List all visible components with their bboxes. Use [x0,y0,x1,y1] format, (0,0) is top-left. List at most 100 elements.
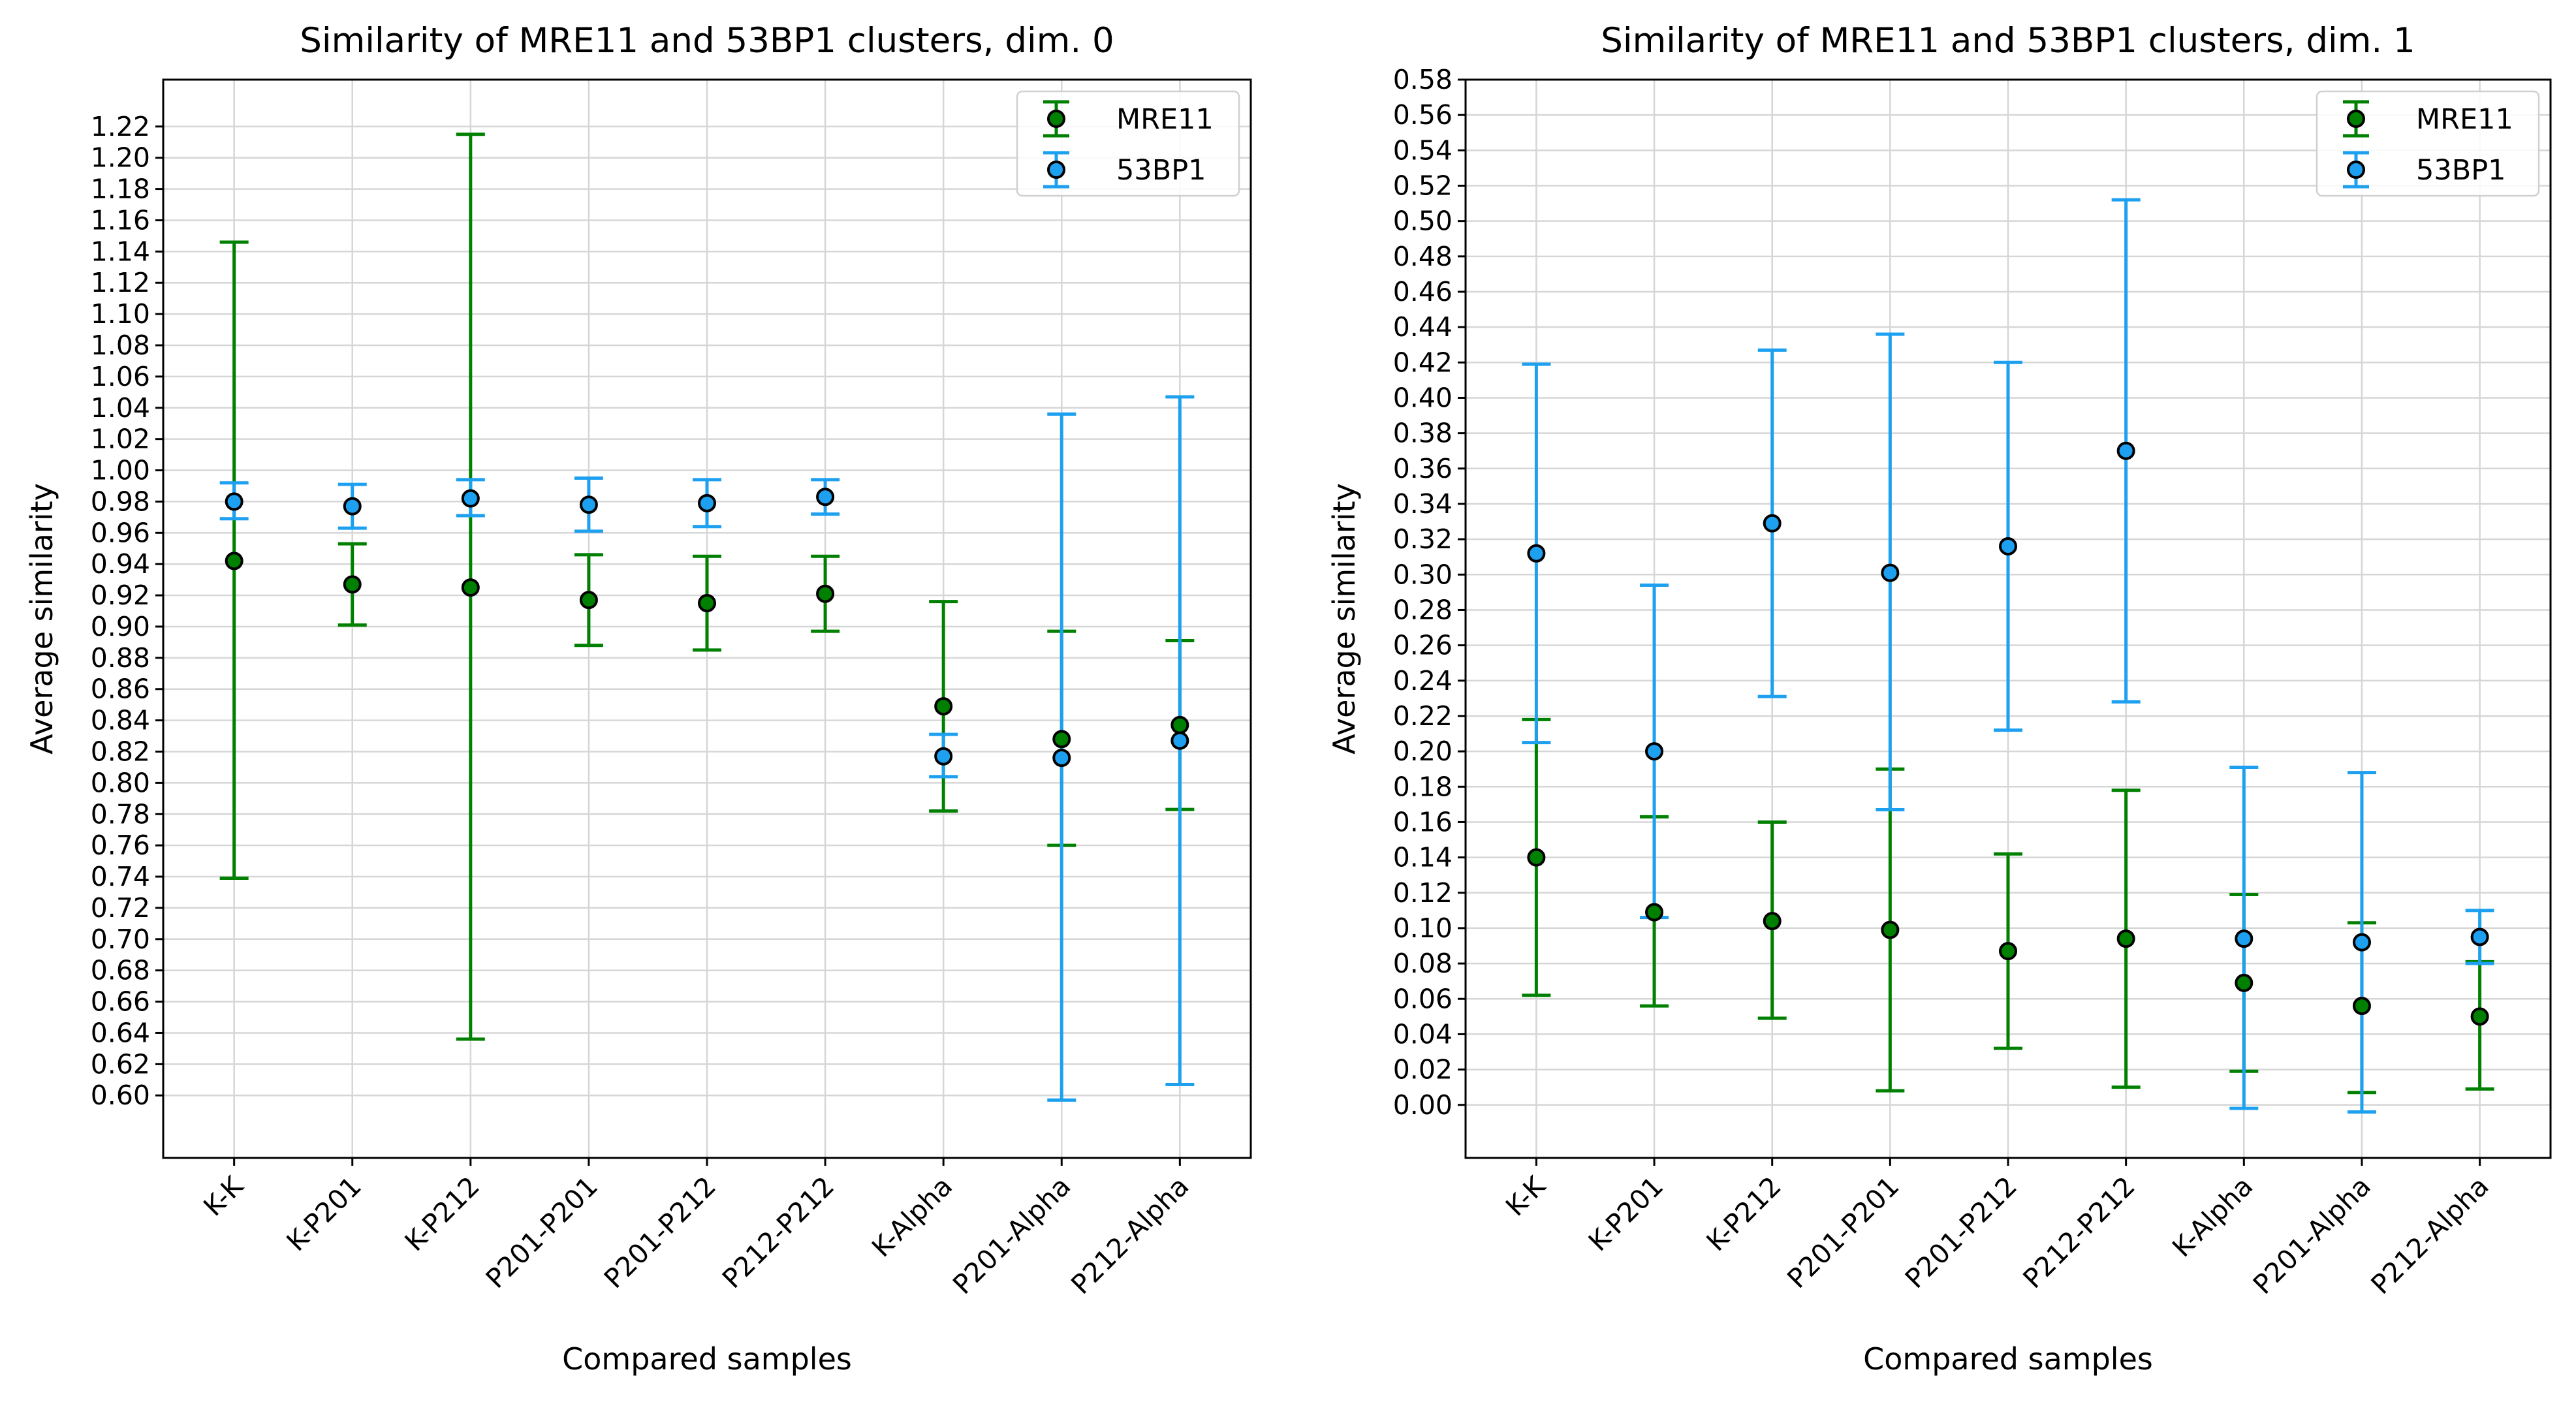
x-tick-label: K-P201 [1582,1170,1669,1257]
legend-box [1016,90,1240,197]
y-tick-label: 0.56 [1393,99,1453,131]
bp53-point [1881,563,1900,582]
chart-panel-1: 0.00 0.02 0.04 0.06 0.08 0.10 0.12 0.14 0.16 0.18… [1327,21,2552,1377]
mre11-point [1763,912,1782,931]
y-tick-label: 0.52 [1393,170,1453,201]
y-tick-label: 0.78 [91,798,150,830]
mre11-point [1645,903,1664,922]
y-tick-label: 0.96 [91,517,150,548]
y-tick-label: 0.20 [1393,736,1453,767]
mre11-point [2116,929,2135,948]
y-tick-label: 1.10 [91,298,150,330]
mre11-point [343,575,362,594]
y-tick-label: 0.12 [1393,877,1453,909]
x-tick-label: P201-P201 [480,1170,604,1294]
y-tick-label: 0.24 [1393,665,1453,696]
y-tick-label: 1.14 [91,236,150,267]
bp53-point [2235,929,2254,948]
y-tick-label: 0.00 [1393,1089,1453,1121]
y-tick-label: 0.42 [1393,347,1453,378]
y-tick-label: 0.94 [91,548,150,580]
y-axis-label: Average similarity [24,483,59,755]
y-tick-label: 0.76 [91,830,150,861]
mre11-point [1052,730,1071,749]
y-tick-label: 0.14 [1393,842,1453,873]
y-tick-label: 0.68 [91,955,150,986]
x-tick-label: K-K [1500,1170,1552,1222]
legend-marker-point [1047,110,1065,128]
y-tick-label: 0.22 [1393,700,1453,732]
legend-label-mre11: MRE11 [1116,103,1214,136]
bp53-point [1763,514,1782,533]
chart-title: Similarity of MRE11 and 53BP1 clusters, … [300,21,1114,61]
x-tick-label: P201-P212 [598,1170,722,1294]
bp53-point [1645,742,1664,761]
mre11-point [698,594,716,613]
x-tick-label: P212-Alpha [2365,1170,2495,1300]
x-tick-label: P212-P212 [716,1170,840,1294]
y-axis-label: Average similarity [1327,483,1362,755]
legend-label-bp53: 53BP1 [1116,154,1206,187]
y-tick-label: 0.26 [1393,630,1453,661]
y-tick-label: 1.22 [91,111,150,142]
bp53-point [1170,731,1189,750]
y-tick-label: 0.18 [1393,771,1453,802]
y-tick-label: 0.30 [1393,559,1453,590]
y-tick-label: 0.90 [91,611,150,642]
legend: MRE11 53BP1 [1016,90,1240,197]
bp53-point [225,492,243,511]
y-tick-label: 0.10 [1393,913,1453,944]
bp53-point [2470,928,2489,946]
y-tick-label: 0.04 [1393,1018,1453,1050]
chart-title: Similarity of MRE11 and 53BP1 clusters, … [1601,21,2415,61]
y-tick-label: 0.72 [91,892,150,924]
y-tick-label: 0.06 [1393,983,1453,1014]
y-tick-label: 0.54 [1393,134,1453,166]
mre11-point [579,591,598,610]
y-tick-label: 0.82 [91,736,150,768]
y-tick-label: 0.84 [91,705,150,736]
y-tick-label: 0.38 [1393,418,1453,449]
bp53-point [461,489,480,508]
y-tick-label: 0.98 [91,486,150,517]
y-tick-label: 0.80 [91,767,150,798]
y-tick-label: 0.58 [1393,64,1453,95]
mre11-point [816,584,835,603]
bp53-point [1999,537,2017,555]
y-tick-label: 0.70 [91,924,150,955]
legend-marker-point [2347,110,2365,128]
mre11-point [2235,973,2254,992]
mre11-point [1999,942,2017,961]
y-tick-label: 0.86 [91,674,150,705]
x-tick-label: K-Alpha [2166,1170,2259,1263]
y-tick-label: 0.44 [1393,311,1453,343]
x-tick-label: K-Alpha [866,1170,958,1263]
x-tick-label: P201-P201 [1781,1170,1905,1294]
x-tick-label: P201-Alpha [2247,1170,2377,1300]
x-axis-label: Compared samples [1863,1341,2153,1377]
legend-marker-point [2347,161,2365,179]
y-tick-label: 1.04 [91,392,150,424]
x-tick-label: K-P212 [399,1170,486,1257]
y-tick-label: 0.16 [1393,806,1453,837]
y-tick-label: 0.40 [1393,382,1453,413]
x-tick-label: P201-P212 [1899,1170,2023,1294]
y-tick-label: 0.60 [91,1080,150,1111]
bp53-point [2352,933,2371,952]
y-tick-label: 1.08 [91,330,150,361]
mre11-point [461,578,480,597]
y-tick-label: 0.32 [1393,523,1453,555]
y-tick-label: 0.36 [1393,453,1453,484]
bp53-point [343,497,362,516]
mre11-point [934,697,953,716]
mre11-point [1881,920,1900,939]
legend-marker-point [1047,161,1065,179]
x-tick-label: P212-Alpha [1065,1170,1195,1300]
y-tick-label: 0.02 [1393,1054,1453,1085]
x-tick-label: P201-Alpha [947,1170,1076,1300]
y-tick-label: 1.18 [91,174,150,205]
mre11-point [2470,1007,2489,1026]
bp53-point [816,488,835,507]
chart-panel-0: 0.600.620.640.660.680.700.720.740.760.78… [24,21,1252,1377]
